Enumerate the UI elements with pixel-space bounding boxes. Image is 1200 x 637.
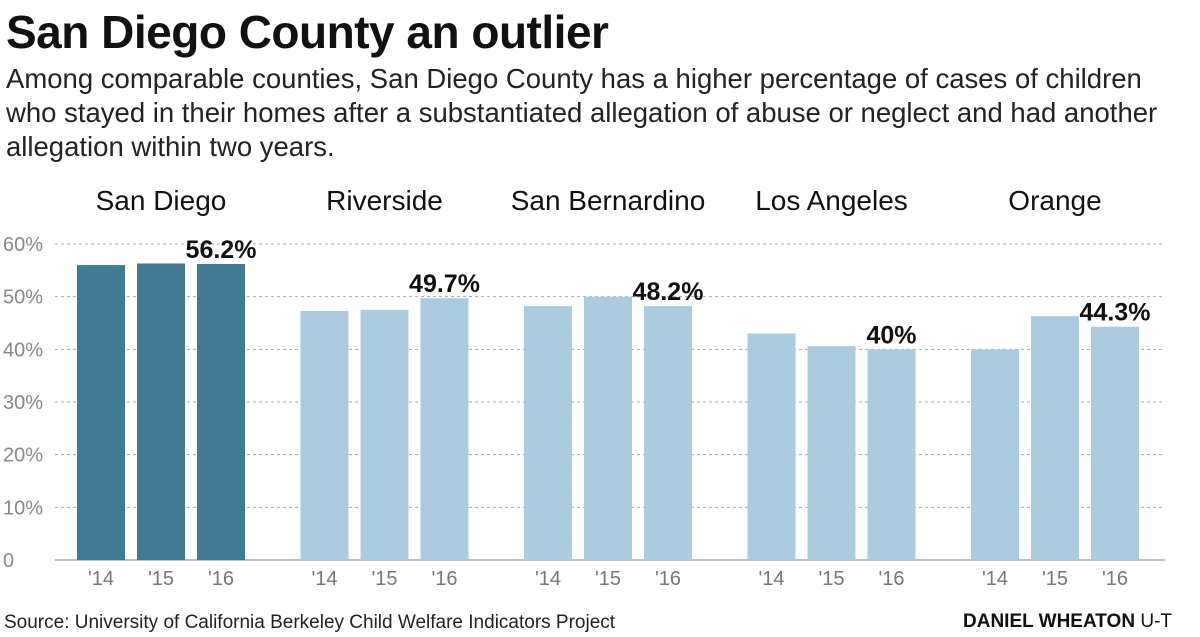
bar-san-bernardino-1: [524, 306, 572, 560]
bar-riverside-2: [360, 309, 409, 560]
credit-org: U-T: [1140, 611, 1172, 632]
x-tick-label: '14: [311, 568, 337, 590]
county-labels: San Diego Riverside San Bernardino Los Ange…: [96, 185, 1102, 216]
y-tick-label: 20%: [3, 445, 43, 467]
credit: DANIEL WHEATON U-T: [963, 610, 1172, 634]
county-label-los-angeles: Los Angeles: [755, 185, 908, 216]
data-label-orange: 44.3%: [1080, 299, 1151, 327]
bar-san-bernardino-2: [584, 296, 632, 560]
y-tick-label: 60%: [3, 234, 43, 256]
x-tick-label: '15: [148, 568, 174, 590]
x-tick-label: '15: [595, 568, 621, 590]
y-tick-label: 10%: [3, 497, 43, 519]
bar-los-angeles-2: [807, 346, 856, 560]
bar-orange-3: [1091, 326, 1139, 560]
chart-title: San Diego County an outlier: [6, 6, 609, 58]
y-tick-label: 30%: [3, 392, 43, 414]
x-tick-label: '15: [818, 568, 844, 590]
data-labels: 56.2% 49.7% 48.2% 40% 44.3%: [186, 236, 1151, 349]
data-label-san-diego: 56.2%: [186, 236, 257, 264]
bar-san-diego-3: [197, 264, 245, 560]
x-tick-label: '14: [535, 568, 561, 590]
x-tick-label: '14: [88, 568, 114, 590]
data-label-los-angeles: 40%: [866, 321, 916, 349]
y-tick-label: 40%: [3, 339, 43, 361]
x-tick-label: '14: [758, 568, 784, 590]
x-tick-label: '15: [371, 568, 397, 590]
y-axis-ticks: 0 10% 20% 30% 40% 50% 60%: [3, 234, 43, 572]
county-label-riverside: Riverside: [326, 185, 443, 216]
x-tick-label: '16: [431, 568, 457, 590]
bar-riverside-3: [420, 298, 469, 560]
bar-riverside-1: [300, 310, 349, 560]
x-tick-label: '16: [1102, 568, 1128, 590]
x-tick-label: '16: [878, 568, 904, 590]
county-label-san-diego: San Diego: [96, 185, 227, 216]
bar-san-diego-1: [77, 265, 125, 560]
county-label-san-bernardino: San Bernardino: [511, 185, 706, 216]
data-label-san-bernardino: 48.2%: [633, 278, 704, 306]
x-tick-label: '16: [655, 568, 681, 590]
bar-san-diego-2: [137, 263, 185, 560]
y-tick-label: 0: [3, 550, 14, 572]
bars: [77, 263, 1139, 560]
data-label-riverside: 49.7%: [409, 270, 480, 298]
credit-name: DANIEL WHEATON: [963, 611, 1136, 632]
x-tick-label: '14: [982, 568, 1008, 590]
x-tick-label: '16: [208, 568, 234, 590]
source-note: Source: University of California Berkele…: [4, 612, 616, 633]
x-tick-label: '15: [1042, 568, 1068, 590]
bar-orange-2: [1031, 316, 1079, 560]
bar-san-bernardino-3: [644, 306, 692, 560]
chart-subtitle: Among comparable counties, San Diego Cou…: [6, 63, 1158, 162]
x-axis-ticks: '14 '15 '16 '14 '15 '16 '14 '15 '16 '14 '15 '16 '14 '…: [88, 568, 1128, 590]
bar-los-angeles-1: [747, 333, 796, 560]
y-tick-label: 50%: [3, 287, 43, 309]
bar-orange-1: [971, 349, 1019, 560]
county-label-orange: Orange: [1008, 185, 1101, 216]
bar-los-angeles-3: [867, 349, 916, 560]
